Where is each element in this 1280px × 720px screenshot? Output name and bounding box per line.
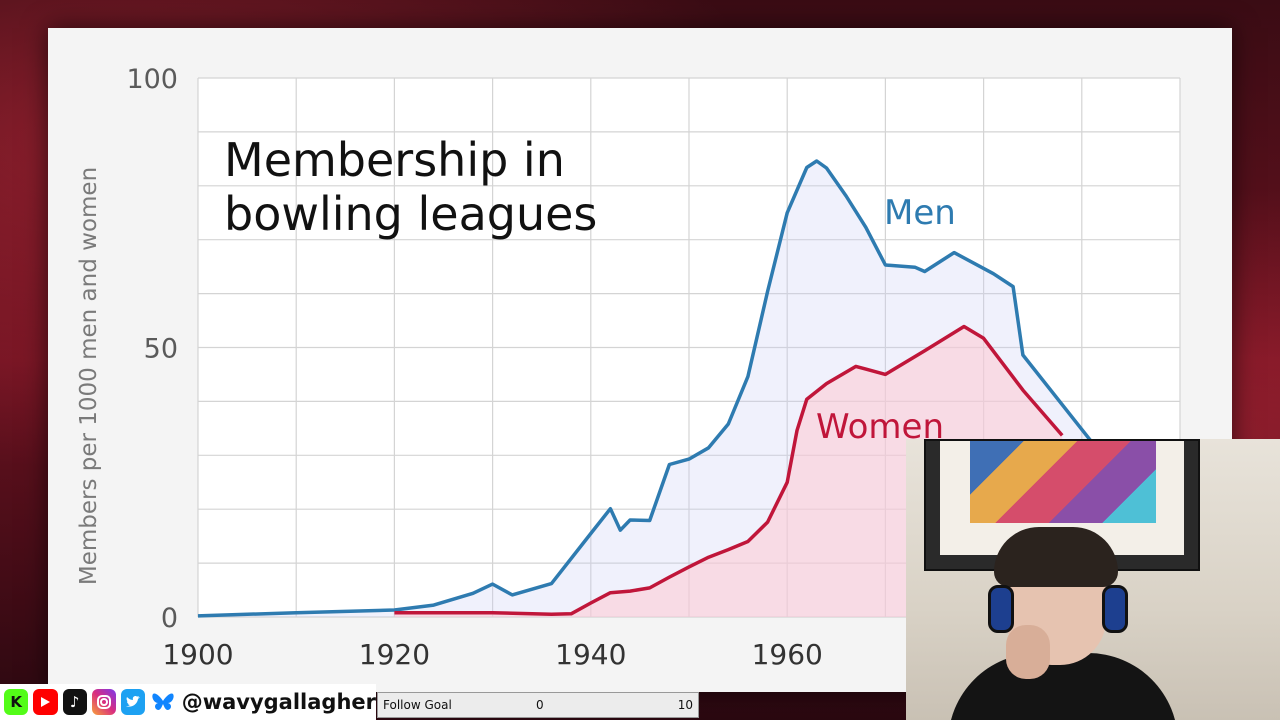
series-area-women [394,326,1063,617]
youtube-icon[interactable] [33,689,58,715]
follow-goal-label: Follow Goal [383,698,452,712]
y-tick-label: 50 [144,334,178,365]
bluesky-icon[interactable] [150,689,175,715]
x-tick-label: 1940 [555,638,626,671]
chart-ticks: 0 50 100 1900 1920 1940 1960 [126,64,822,671]
social-bar: K ♪ @wavygallagher [0,684,376,720]
follow-goal-bar: Follow Goal 0 10 [377,692,699,718]
headphone-right [1102,585,1128,633]
streamer-hair [994,527,1118,587]
y-axis-label: Members per 1000 men and women [76,167,102,585]
men-series-label: Men [884,193,956,233]
follow-goal-current: 0 [536,698,544,712]
chart-title-line-1: Membership in [224,133,565,187]
x-tick-label: 1920 [359,638,430,671]
headphone-left [988,585,1014,633]
chart-areas [198,161,1092,617]
chart-lines [197,159,1093,618]
artwork-image [970,441,1156,523]
follow-goal-target: 10 [677,698,693,712]
series-line-women [394,324,1064,617]
instagram-icon[interactable] [91,689,117,715]
x-tick-label: 1960 [752,638,823,671]
framed-artwork [924,439,1200,571]
streamer-hand [1006,625,1050,679]
twitter-icon[interactable] [121,689,146,715]
x-tick-label: 1900 [162,638,233,671]
webcam-feed [906,439,1280,720]
streamer-handle: @wavygallagher [181,690,376,714]
y-tick-label: 0 [161,603,178,634]
series-line-men [197,159,1093,618]
tiktok-icon[interactable]: ♪ [62,689,87,715]
kick-icon[interactable]: K [4,689,29,715]
y-tick-label: 100 [126,64,178,95]
chart-title-line-2: bowling leagues [224,187,597,241]
